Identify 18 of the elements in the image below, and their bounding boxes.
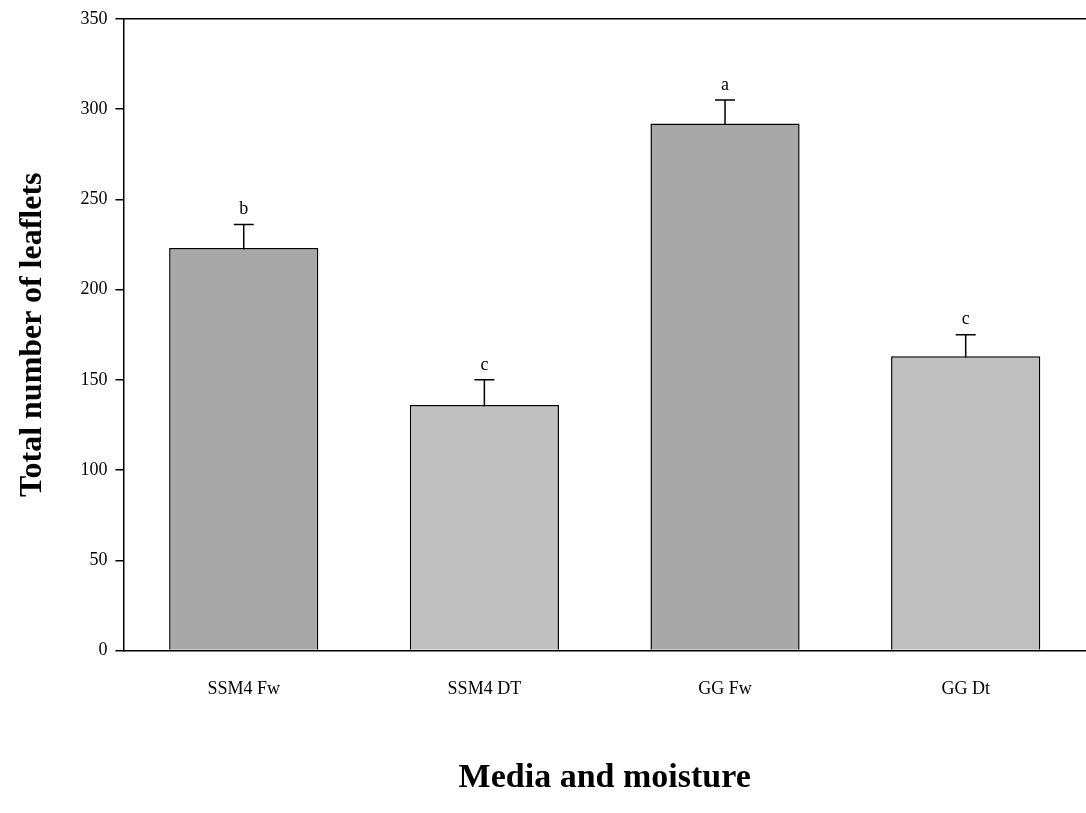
- y-tick-label: 50: [89, 549, 108, 570]
- y-tick-label: 0: [98, 639, 108, 660]
- y-tick-label: 150: [80, 368, 108, 389]
- x-tick-label: GG Fw: [698, 678, 752, 699]
- y-tick-label: 100: [80, 458, 108, 479]
- x-tick-label: GG Dt: [941, 678, 990, 699]
- y-tick-label: 200: [80, 278, 108, 299]
- annotation: a: [721, 73, 730, 94]
- annotation: b: [239, 198, 249, 219]
- annotation: c: [480, 353, 489, 374]
- y-tick-label: 300: [80, 97, 108, 118]
- x-tick-label: SSM4 DT: [447, 678, 522, 699]
- y-axis-title: Total number of leaflets: [12, 172, 49, 497]
- annotation: c: [961, 308, 970, 329]
- x-axis-title: Media and moisture: [458, 757, 751, 795]
- x-tick-label: SSM4 Fw: [207, 678, 280, 699]
- y-tick-label: 250: [80, 188, 108, 209]
- y-tick-label: 350: [80, 7, 108, 28]
